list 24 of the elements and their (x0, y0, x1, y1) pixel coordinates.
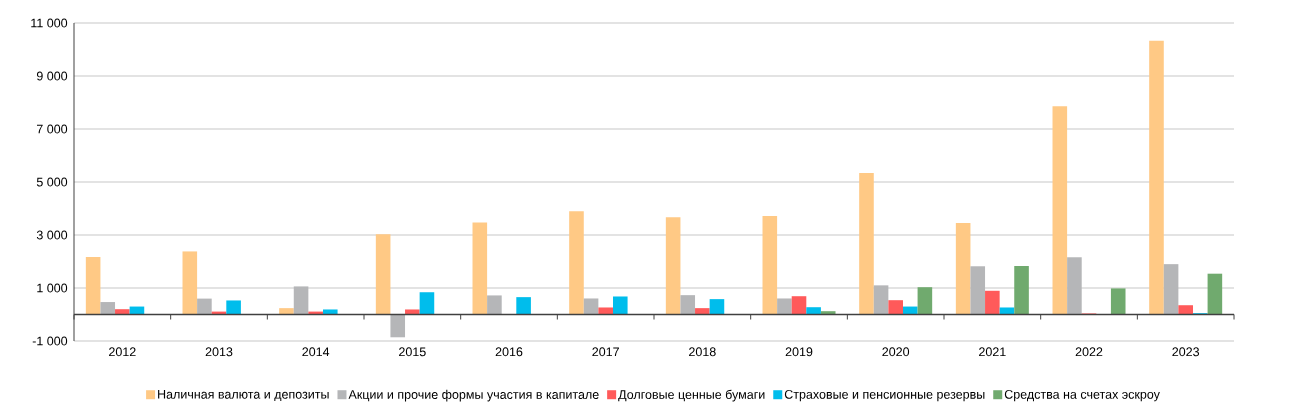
x-tick-label: 2023 (1172, 347, 1200, 357)
legend-label: Долговые ценные бумаги (618, 389, 765, 402)
x-tick-label: 2021 (979, 347, 1006, 357)
x-tick-label: 2018 (689, 347, 716, 357)
legend-label: Средства на счетах эскроу (1004, 389, 1160, 402)
y-tick-label: 3 000 (36, 230, 68, 240)
y-tick-label: 1 000 (37, 283, 68, 293)
y-tick-label: 11 000 (31, 18, 68, 28)
x-tick-label: 2015 (399, 347, 426, 357)
legend-label: Наличная валюта и депозиты (158, 390, 329, 402)
legend-label: Акции и прочие формы участия в капитале (348, 389, 599, 402)
x-tick-label: 2020 (882, 347, 910, 357)
x-tick-label: 2012 (109, 347, 136, 357)
x-tick-label: 2013 (205, 347, 233, 357)
y-tick-label: -1 000 (32, 336, 68, 346)
x-tick-label: 2019 (785, 347, 813, 357)
x-tick-label: 2017 (592, 347, 619, 357)
legend-label: Страховые и пенсионные резервы (784, 389, 985, 402)
y-tick-label: 9 000 (36, 71, 68, 81)
x-tick-label: 2014 (302, 347, 330, 357)
y-tick-label: 5 000 (36, 177, 68, 187)
x-tick-label: 2016 (495, 347, 523, 357)
y-tick-label: 7 000 (36, 124, 68, 134)
x-tick-label: 2022 (1075, 347, 1103, 357)
